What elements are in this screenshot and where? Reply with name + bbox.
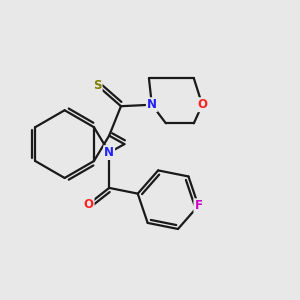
Text: N: N [147, 98, 157, 111]
Text: O: O [197, 98, 207, 111]
Text: O: O [84, 198, 94, 211]
Text: N: N [104, 146, 114, 159]
Text: S: S [93, 79, 102, 92]
Text: F: F [194, 199, 202, 212]
